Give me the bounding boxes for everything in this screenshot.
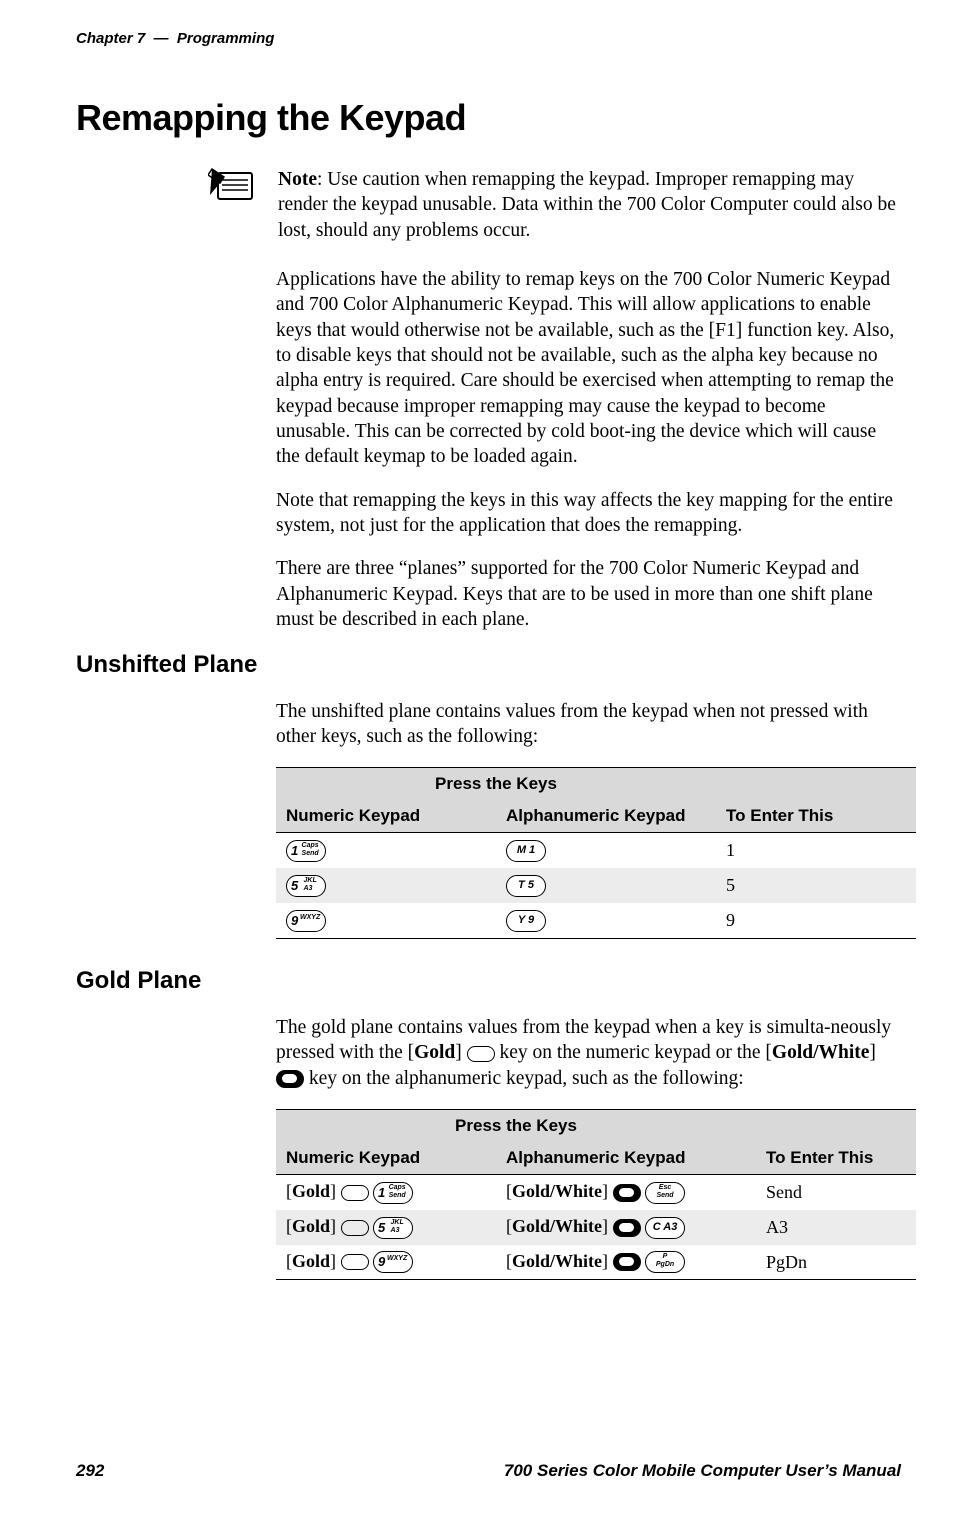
keycap-icon: M 1 bbox=[506, 840, 546, 862]
page-title: Remapping the Keypad bbox=[76, 97, 901, 139]
table-span-header: Press the Keys bbox=[276, 1109, 756, 1142]
col-numeric: Numeric Keypad bbox=[276, 800, 496, 833]
table-row: [Gold] 9WXYZ [Gold/White] PPgDn PgDn bbox=[276, 1245, 916, 1280]
chapter-label: Chapter 7 bbox=[76, 30, 145, 47]
gold-key-icon bbox=[467, 1046, 495, 1062]
keycap-icon: PPgDn bbox=[645, 1251, 685, 1273]
cell-alpha: M 1 bbox=[496, 833, 716, 868]
keycap-icon: C A3 bbox=[645, 1217, 685, 1239]
table-row: [Gold] 1CapsSend [Gold/White] EscSend Se… bbox=[276, 1174, 916, 1209]
gold-key-icon bbox=[341, 1254, 369, 1270]
cell-numeric: [Gold] 1CapsSend bbox=[276, 1174, 496, 1209]
goldwhite-key-icon bbox=[276, 1070, 304, 1088]
cell-alpha: Y 9 bbox=[496, 903, 716, 938]
page-number: 292 bbox=[76, 1461, 104, 1481]
col-numeric: Numeric Keypad bbox=[276, 1142, 496, 1175]
goldwhite-key-icon bbox=[613, 1184, 641, 1202]
keycap-icon: 5JKLA3 bbox=[286, 875, 326, 897]
cell-numeric: 5JKLA3 bbox=[276, 868, 496, 903]
table-row: 1CapsSend M 1 1 bbox=[276, 833, 916, 868]
note-block: Note: Use caution when remapping the key… bbox=[208, 167, 901, 243]
running-header: Chapter 7 — Programming bbox=[76, 30, 901, 47]
gold-key-icon bbox=[341, 1220, 369, 1236]
cell-alpha: T 5 bbox=[496, 868, 716, 903]
table-gold: Press the Keys Numeric Keypad Alphanumer… bbox=[276, 1109, 916, 1281]
note-text: Note: Use caution when remapping the key… bbox=[278, 167, 901, 243]
doc-title: 700 Series Color Mobile Computer User’s … bbox=[504, 1461, 901, 1481]
cell-alpha: [Gold/White] EscSend bbox=[496, 1174, 756, 1209]
heading-gold: Gold Plane bbox=[76, 967, 901, 995]
cell-numeric: 1CapsSend bbox=[276, 833, 496, 868]
cell-enter: 9 bbox=[716, 903, 916, 938]
gold-key-icon bbox=[341, 1185, 369, 1201]
header-sep: — bbox=[154, 30, 169, 47]
para-3: There are three “planes” supported for t… bbox=[276, 556, 901, 632]
cell-numeric: 9WXYZ bbox=[276, 903, 496, 938]
table-row: [Gold] 5JKLA3 [Gold/White] C A3 A3 bbox=[276, 1210, 916, 1245]
col-alpha: Alphanumeric Keypad bbox=[496, 800, 716, 833]
keycap-icon: 9WXYZ bbox=[286, 910, 326, 932]
page-footer: 292 700 Series Color Mobile Computer Use… bbox=[76, 1461, 901, 1481]
col-enter: To Enter This bbox=[716, 800, 916, 833]
table-span-blank bbox=[716, 768, 916, 801]
keycap-icon: Y 9 bbox=[506, 910, 546, 932]
section-label: Programming bbox=[177, 30, 275, 47]
cell-numeric: [Gold] 9WXYZ bbox=[276, 1245, 496, 1280]
col-alpha: Alphanumeric Keypad bbox=[496, 1142, 756, 1175]
table-unshifted: Press the Keys Numeric Keypad Alphanumer… bbox=[276, 767, 916, 939]
cell-enter: PgDn bbox=[756, 1245, 916, 1280]
goldwhite-key-icon bbox=[613, 1253, 641, 1271]
cell-alpha: [Gold/White] C A3 bbox=[496, 1210, 756, 1245]
table-row: 5JKLA3 T 5 5 bbox=[276, 868, 916, 903]
table-span-header: Press the Keys bbox=[276, 768, 716, 801]
cell-enter: A3 bbox=[756, 1210, 916, 1245]
intro-gold: The gold plane contains values from the … bbox=[276, 1015, 901, 1091]
keycap-icon: 1CapsSend bbox=[373, 1182, 413, 1204]
keycap-icon: 1CapsSend bbox=[286, 840, 326, 862]
table-span-blank bbox=[756, 1109, 916, 1142]
intro-unshifted: The unshifted plane contains values from… bbox=[276, 699, 901, 750]
cell-enter: Send bbox=[756, 1174, 916, 1209]
keycap-icon: 9WXYZ bbox=[373, 1251, 413, 1273]
cell-enter: 1 bbox=[716, 833, 916, 868]
heading-unshifted: Unshifted Plane bbox=[76, 651, 901, 679]
cell-enter: 5 bbox=[716, 868, 916, 903]
keycap-icon: EscSend bbox=[645, 1182, 685, 1204]
table-row: 9WXYZ Y 9 9 bbox=[276, 903, 916, 938]
note-icon bbox=[208, 167, 256, 203]
cell-alpha: [Gold/White] PPgDn bbox=[496, 1245, 756, 1280]
cell-numeric: [Gold] 5JKLA3 bbox=[276, 1210, 496, 1245]
para-2: Note that remapping the keys in this way… bbox=[276, 488, 901, 539]
note-label: Note bbox=[278, 169, 317, 190]
note-body: : Use caution when remapping the keypad.… bbox=[278, 169, 896, 241]
keycap-icon: T 5 bbox=[506, 875, 546, 897]
col-enter: To Enter This bbox=[756, 1142, 916, 1175]
goldwhite-key-icon bbox=[613, 1219, 641, 1237]
keycap-icon: 5JKLA3 bbox=[373, 1217, 413, 1239]
para-1: Applications have the ability to remap k… bbox=[276, 267, 901, 470]
